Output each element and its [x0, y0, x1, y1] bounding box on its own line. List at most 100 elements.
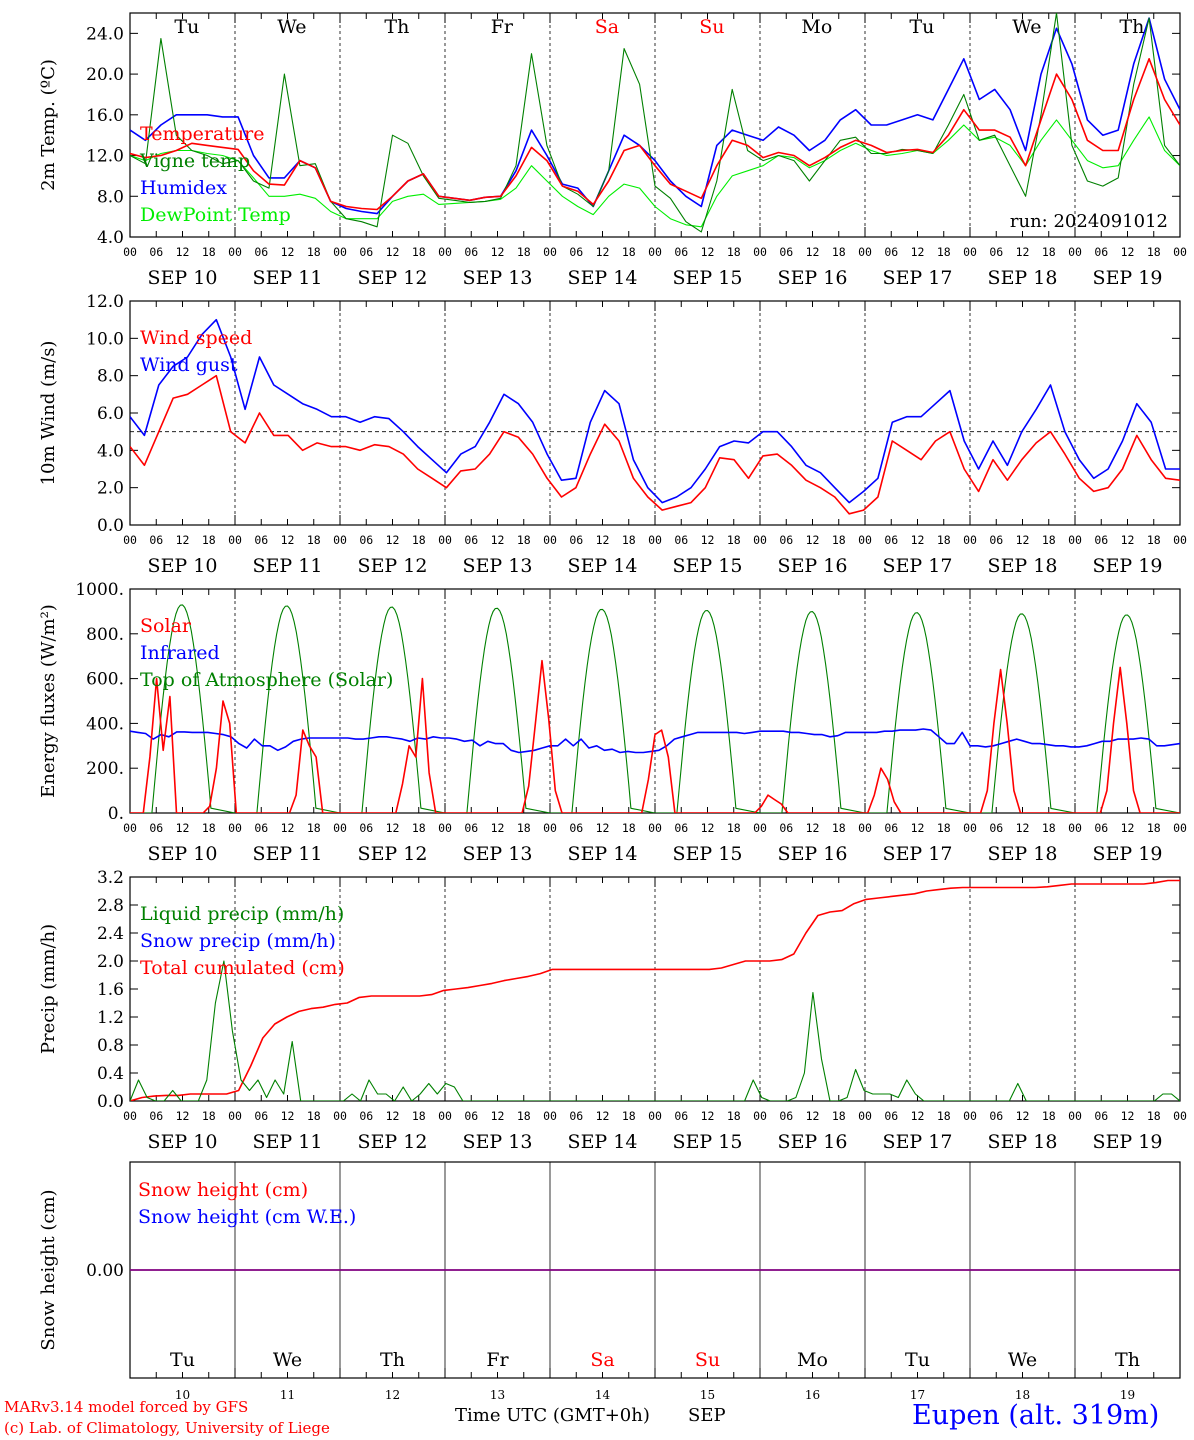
- hour-tick-label: 06: [1094, 245, 1108, 259]
- series-group: [130, 13, 1180, 233]
- hour-tick-label: 12: [806, 245, 820, 259]
- plot-frame: [129, 588, 1181, 814]
- date-label: SEP 11: [253, 555, 323, 577]
- y-tick-label: 12.0: [86, 147, 124, 167]
- weekday-label: Sa: [590, 1349, 614, 1371]
- series-line: [130, 728, 1180, 754]
- series-line: [130, 13, 1180, 233]
- day-number-label: 12: [385, 1388, 400, 1402]
- y-tick-label: 0.: [108, 804, 124, 824]
- legend-entry: Top of Atmosphere (Solar): [140, 669, 393, 691]
- hour-tick-label: 12: [806, 533, 820, 547]
- hour-tick-label: 06: [149, 1109, 163, 1123]
- hour-tick-label: 18: [307, 1109, 321, 1123]
- hour-tick-label: 06: [359, 245, 373, 259]
- footer-model: MARv3.14 model forced by GFS: [4, 1398, 249, 1416]
- series-line: [130, 318, 1180, 504]
- hour-tick-label: 00: [648, 533, 662, 547]
- y-tick-label: 0.4: [97, 1064, 124, 1084]
- date-label: SEP 16: [778, 555, 848, 577]
- hour-tick-label: 12: [281, 245, 295, 259]
- hour-tick-label: 18: [937, 821, 951, 835]
- y-tick-label: 0.8: [97, 1036, 124, 1056]
- hour-tick-label: 06: [1094, 821, 1108, 835]
- hour-tick-label: 00: [333, 821, 347, 835]
- hour-tick-label: 18: [412, 245, 426, 259]
- hour-tick-label: 18: [517, 821, 531, 835]
- series-line: [130, 374, 1180, 515]
- legend-entry: Infrared: [140, 642, 220, 664]
- date-label: SEP 13: [463, 1131, 533, 1153]
- hour-tick-label: 06: [254, 1109, 268, 1123]
- legend-entry: Snow precip (mm/h): [140, 930, 336, 952]
- hour-tick-label: 18: [412, 1109, 426, 1123]
- hour-tick-label: 00: [333, 245, 347, 259]
- hour-tick-label: 00: [123, 1109, 137, 1123]
- hour-tick-label: 00: [438, 533, 452, 547]
- hour-tick-label: 18: [1042, 1109, 1056, 1123]
- hour-tick-label: 06: [779, 1109, 793, 1123]
- hour-tick-label: 06: [989, 821, 1003, 835]
- hour-tick-label: 00: [1173, 533, 1187, 547]
- hour-tick-label: 00: [858, 821, 872, 835]
- hour-tick-label: 12: [1016, 1109, 1030, 1123]
- time-axis-label: Time UTC (GMT+0h): [455, 1405, 650, 1426]
- hour-tick-label: 12: [806, 1109, 820, 1123]
- hour-tick-label: 06: [779, 245, 793, 259]
- hour-tick-label: 12: [386, 245, 400, 259]
- date-label: SEP 15: [673, 843, 743, 865]
- date-label: SEP 11: [253, 267, 323, 289]
- date-label: SEP 11: [253, 1131, 323, 1153]
- run-annotation: run: 2024091012: [1010, 211, 1168, 232]
- hour-tick-label: 12: [176, 533, 190, 547]
- weekday-label: We: [1008, 1349, 1037, 1371]
- hour-tick-label: 18: [937, 245, 951, 259]
- series-line: [130, 116, 1180, 228]
- y-tick-label: 10.0: [86, 329, 124, 349]
- hour-tick-label: 00: [228, 533, 242, 547]
- weekday-label: We: [273, 1349, 302, 1371]
- hour-tick-label: 00: [333, 533, 347, 547]
- hour-tick-label: 06: [254, 821, 268, 835]
- hour-tick-label: 00: [1173, 1109, 1187, 1123]
- hour-tick-label: 06: [464, 1109, 478, 1123]
- date-label: SEP 18: [988, 555, 1058, 577]
- weekday-label: Tu: [170, 1349, 195, 1371]
- date-label: SEP 17: [883, 267, 953, 289]
- hour-tick-label: 18: [412, 533, 426, 547]
- hour-tick-label: 00: [648, 245, 662, 259]
- hour-tick-label: 18: [937, 1109, 951, 1123]
- hour-tick-label: 12: [596, 533, 610, 547]
- date-label: SEP 16: [778, 1131, 848, 1153]
- hour-tick-label: 00: [1173, 245, 1187, 259]
- hour-tick-label: 00: [333, 1109, 347, 1123]
- hour-tick-label: 18: [1147, 821, 1161, 835]
- hour-tick-label: 00: [753, 821, 767, 835]
- month-label: SEP: [688, 1405, 726, 1426]
- y-tick-label: 0.00: [86, 1261, 124, 1281]
- date-label: SEP 13: [463, 267, 533, 289]
- hour-tick-label: 12: [701, 1109, 715, 1123]
- y-tick-label: 600.: [86, 670, 124, 690]
- hour-tick-label: 06: [359, 1109, 373, 1123]
- hour-tick-label: 06: [1094, 533, 1108, 547]
- series-group: [130, 604, 1180, 813]
- date-label: SEP 19: [1093, 843, 1163, 865]
- hour-tick-label: 12: [281, 533, 295, 547]
- hour-tick-label: 00: [648, 1109, 662, 1123]
- hour-tick-label: 18: [517, 1109, 531, 1123]
- date-label: SEP 19: [1093, 267, 1163, 289]
- hour-tick-label: 06: [884, 1109, 898, 1123]
- footer-credit: (c) Lab. of Climatology, University of L…: [4, 1419, 330, 1437]
- hour-tick-label: 18: [1042, 245, 1056, 259]
- hour-tick-label: 00: [228, 821, 242, 835]
- weekday-label: Tu: [905, 1349, 930, 1371]
- date-label: SEP 18: [988, 267, 1058, 289]
- legend-entry: Humidex: [140, 177, 227, 199]
- hour-tick-label: 12: [701, 245, 715, 259]
- date-label: SEP 13: [463, 555, 533, 577]
- weekday-label: Sa: [595, 16, 619, 38]
- y-tick-label: 16.0: [86, 106, 124, 126]
- series-line: [130, 879, 1180, 1101]
- date-label: SEP 11: [253, 843, 323, 865]
